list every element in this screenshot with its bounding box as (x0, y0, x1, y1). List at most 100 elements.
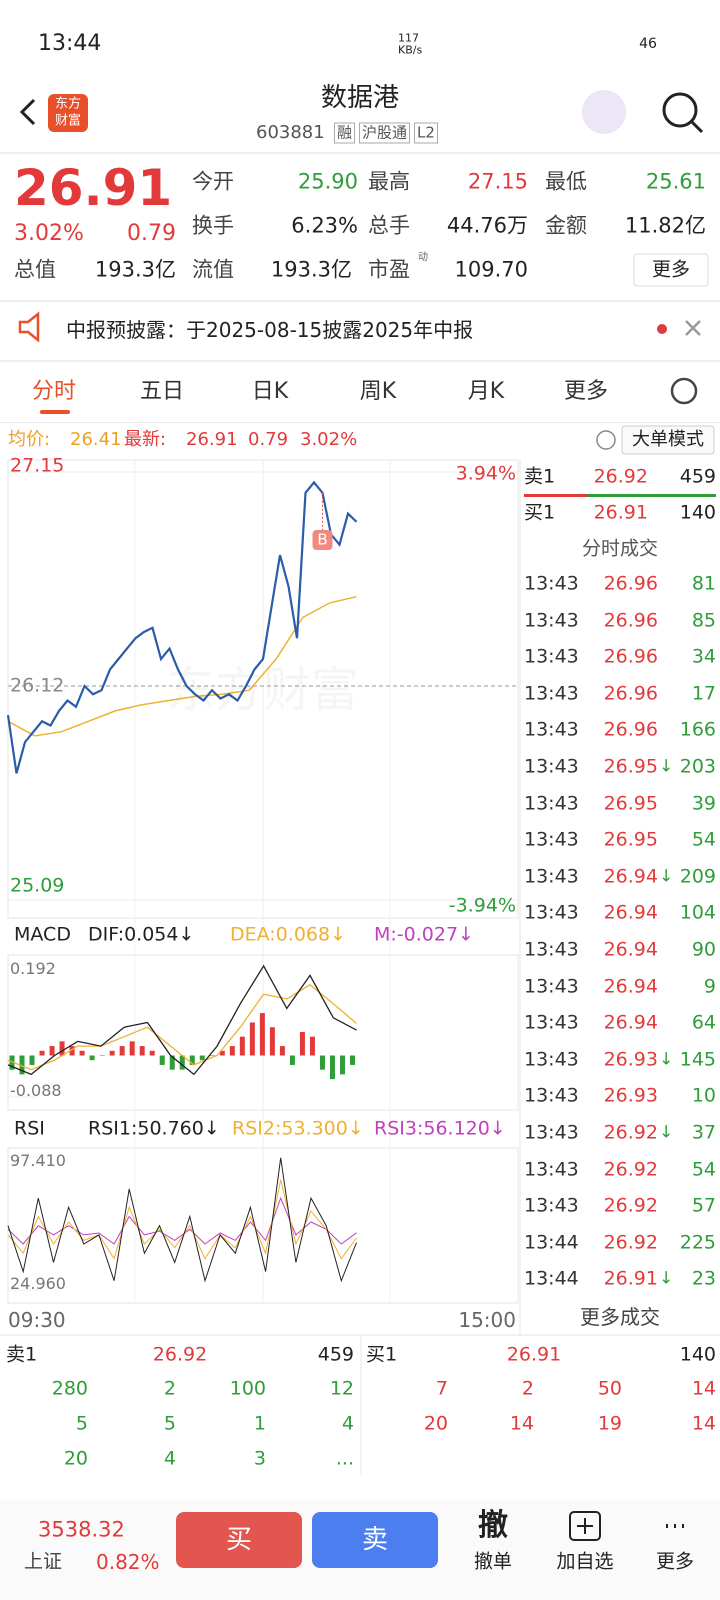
macd-bar (189, 1055, 195, 1065)
trade-price: 26.95 (603, 792, 658, 815)
macd-bar (259, 1013, 265, 1056)
macd-bar (199, 1055, 205, 1061)
add-icon (577, 1518, 593, 1534)
mode-button[interactable] (621, 425, 715, 455)
book-cell: 5 (75, 1412, 88, 1435)
side-label: 买1 (524, 501, 556, 524)
book-cell: 19 (597, 1412, 622, 1435)
marker-box (312, 530, 333, 550)
back-icon[interactable] (19, 98, 36, 126)
book-price: 26.92 (152, 1343, 208, 1366)
trade-time: 13:43 (524, 865, 579, 888)
rsi1-line (7, 1157, 357, 1283)
trade-price: 26.92 (603, 1194, 658, 1217)
trades-title[interactable]: 分时成交 (581, 537, 659, 560)
macd-bar (59, 1041, 65, 1056)
trade-time: 13:44 (524, 1267, 579, 1290)
trade-price: 26.92 (603, 1231, 658, 1254)
help-icon[interactable] (596, 430, 616, 450)
trade-vol: 23 (691, 1267, 716, 1290)
trade-time: 13:43 (524, 1158, 579, 1181)
book-cell: 20 (423, 1412, 448, 1435)
tab[interactable]: 日K (251, 379, 289, 404)
indicator-select[interactable]: RSI (14, 1117, 45, 1140)
settings-icon[interactable] (670, 377, 698, 405)
index-pct: 0.82% (96, 1550, 160, 1574)
info: 3.02% (300, 429, 358, 450)
trade-vol: 9 (703, 975, 716, 998)
more-button[interactable] (633, 253, 709, 287)
trade-vol: 10 (691, 1084, 716, 1107)
book-vol: 459 (317, 1343, 354, 1366)
macd-bar (149, 1050, 155, 1056)
trade-time: 13:43 (524, 1121, 579, 1144)
robot-avatar[interactable] (582, 90, 626, 134)
cancel-label[interactable]: 撤单 (473, 1550, 513, 1573)
buy-button[interactable] (176, 1512, 302, 1568)
indicator-value: RSI2:53.300↓ (232, 1117, 364, 1140)
tab[interactable]: 分时 (31, 379, 77, 404)
info: 0.79 (248, 429, 289, 450)
side-label: 卖1 (524, 465, 556, 488)
field-value: 44.76万 (446, 213, 528, 238)
trade-price: 26.94 (603, 901, 658, 924)
more-button[interactable]: 更多 (651, 258, 691, 281)
mode-button[interactable]: 大单模式 (632, 429, 704, 450)
more-label[interactable]: 更多 (655, 1550, 695, 1573)
search-icon[interactable] (662, 92, 698, 128)
field-value: 11.82亿 (624, 213, 706, 238)
side-vol: 140 (679, 501, 716, 524)
trade-arrow: ↓ (659, 1268, 674, 1289)
sell-button[interactable]: 卖 (361, 1525, 389, 1555)
trade-vol: 64 (691, 1011, 716, 1034)
stock-code: 603881 (256, 122, 325, 143)
trade-price: 26.96 (603, 609, 658, 632)
trade-vol: 145 (679, 1048, 716, 1071)
tab[interactable]: 周K (359, 379, 397, 404)
book-label: 卖1 (6, 1343, 38, 1366)
tab[interactable]: 月K (467, 379, 505, 404)
macd-bar (239, 1036, 245, 1056)
stock-name: 数据港 (320, 83, 400, 113)
pct-label: 3.94% (455, 462, 516, 485)
field-value: 6.23% (291, 213, 358, 238)
trade-vol: 90 (691, 938, 716, 961)
indicator-select[interactable]: MACD (14, 923, 71, 946)
trade-vol: 209 (679, 865, 716, 888)
sell-button[interactable] (312, 1512, 438, 1568)
macd-bar (9, 1055, 15, 1070)
trade-vol: 81 (691, 572, 716, 595)
trade-time: 13:44 (524, 1231, 579, 1254)
net-speed: KB/s (398, 43, 423, 57)
buy-button[interactable]: 买 (225, 1525, 253, 1555)
book-cell: 4 (163, 1447, 176, 1470)
info: 26.41 (70, 429, 122, 450)
add-label[interactable]: 加自选 (556, 1550, 614, 1573)
field-value: 27.15 (467, 169, 528, 194)
macd-bar (219, 1050, 225, 1056)
macd-bar (339, 1055, 345, 1075)
indicator-value: DEA:0.068↓ (230, 923, 347, 946)
tab[interactable]: 五日 (139, 379, 185, 404)
trade-vol: 225 (679, 1231, 716, 1254)
trade-price: 26.95 (603, 828, 658, 851)
change-pct: 3.02% (14, 221, 84, 246)
book-vol: 140 (679, 1343, 716, 1366)
field-label: 市盈 (368, 257, 410, 282)
field-value: 193.3亿 (94, 257, 176, 282)
macd-bar (279, 1046, 285, 1056)
more-trades[interactable]: 更多成交 (580, 1305, 660, 1329)
field-label: 总值 (14, 257, 56, 282)
divider (0, 422, 720, 423)
book-cell: 7 (435, 1377, 448, 1400)
book-cell: 4 (341, 1412, 354, 1435)
trade-vol: 37 (691, 1121, 716, 1144)
pe-tag: 动 (418, 252, 428, 263)
add-icon[interactable] (569, 1511, 601, 1541)
close-icon[interactable] (685, 320, 701, 336)
cancel-icon[interactable]: 撤 (478, 1508, 508, 1543)
field-value: 25.61 (645, 169, 706, 194)
dif-line (7, 964, 357, 1076)
ask-bar (524, 494, 588, 497)
tab[interactable]: 更多 (563, 379, 609, 404)
